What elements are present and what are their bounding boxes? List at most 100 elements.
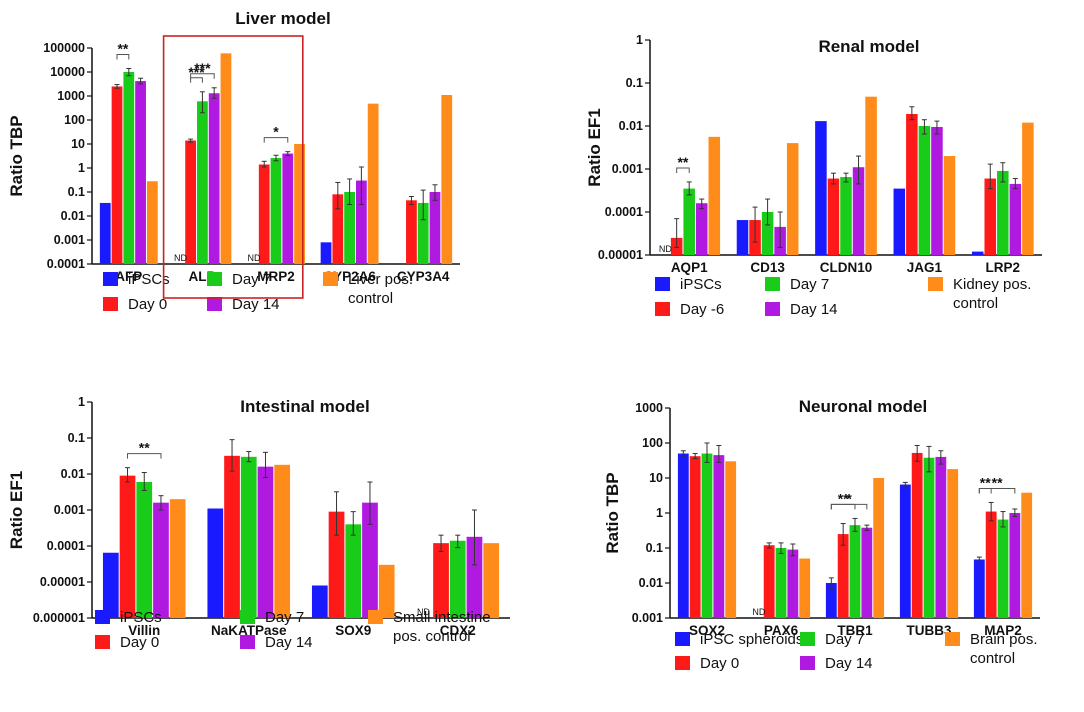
y-tick-label: 0.00001 [598,248,643,262]
bar-pax6-day-14 [787,549,799,618]
significance-bracket [676,167,690,173]
y-tick-label: 0.0001 [47,539,85,553]
bar-sox9-ipscs [311,585,328,618]
bar-sox2-day-0 [689,456,701,618]
y-tick-label: 0.001 [612,162,643,176]
y-axis-label: Ratio EF1 [7,471,26,549]
bar-sox2-day-7 [701,453,713,618]
bar-nakatpase-day-0 [224,455,240,618]
bar-mrp2-day-0 [258,164,270,264]
legend-label: Day 7 [265,609,304,626]
legend-label: Day 14 [265,634,313,651]
legend-label: control [953,295,998,312]
x-tick-label: TBR1 [837,623,873,638]
bar-alb-liver-pos-control [220,53,232,264]
bar-cldn10-ipscs [815,121,827,255]
nd-label: ND [752,607,765,617]
legend-label: control [348,290,393,307]
bar-nakatpase-small-intestine-pos-control [274,464,291,618]
y-tick-label: 100 [64,113,85,127]
bar-mrp2-liver-pos-control [294,144,305,264]
bar-cyp2a6-ipscs [320,242,332,264]
y-tick-label: 100 [642,436,663,450]
legend-label: iPSCs [680,276,722,293]
x-tick-label: AQP1 [671,260,708,275]
legend-label: iPSC spheroids [700,631,803,648]
x-tick-label: SOX2 [689,623,725,638]
y-tick-label: 0.001 [54,233,85,247]
bar-cyp3a4-day-7 [417,202,429,264]
legend-label: Day 14 [790,301,838,318]
bar-map2-brain-pos-control [1021,492,1033,618]
bar-cyp2a6-day-0 [332,194,344,264]
legend-label: Day 7 [825,631,864,648]
bar-cyp3a4-liver-pos-control [441,95,453,264]
x-tick-label: JAG1 [907,260,943,275]
significance-bracket [190,77,203,83]
bar-cdx2-day-7 [449,540,466,618]
y-tick-label: 0.01 [619,119,643,133]
nd-label: ND [659,244,672,254]
y-tick-label: 0.01 [61,209,85,223]
bar-cdx2-small-intestine-pos-control [483,543,500,618]
y-tick-label: 100000 [43,41,85,55]
bar-tbr1-day-14 [861,527,873,618]
x-tick-label: PAX6 [764,623,799,638]
legend-swatch [103,297,118,311]
legend-swatch [323,272,338,286]
bar-afp-day-7 [123,72,135,264]
legend-swatch [765,277,780,291]
bar-aqp1-day-14 [695,203,708,255]
bar-cdx2-day-14 [466,536,483,618]
y-tick-label: 10 [71,137,85,151]
bar-cyp2a6-day-14 [355,180,367,264]
bar-sox2-brain-pos-control [725,461,737,618]
bar-tubb3-brain-pos-control [947,469,959,618]
y-tick-label: 1000 [635,401,663,415]
y-axis-label: Ratio TBP [603,472,622,553]
legend-swatch [207,272,222,286]
bar-villin-day-7 [136,481,153,618]
y-tick-label: 0.1 [68,185,85,199]
legend-label: iPSCs [120,609,162,626]
legend-swatch [945,632,960,646]
bar-aqp1-kidney-pos-control [708,136,721,255]
bar-map2-day-7 [997,519,1009,618]
bar-map2-day-14 [1009,513,1021,618]
x-tick-label: CDX2 [440,623,476,638]
bar-alb-day-0 [185,140,197,264]
chart-title: Intestinal model [240,397,369,416]
legend-label: Small intestine [393,609,491,626]
bar-alb-day-7 [197,101,208,264]
bar-cyp2a6-liver-pos-control [367,103,379,264]
legend-swatch [655,302,670,316]
legend-swatch [207,297,222,311]
bar-cyp2a6-day-7 [344,192,355,264]
legend-swatch [800,632,815,646]
legend-label: Day 7 [790,276,829,293]
bar-aqp1-day-7 [683,188,695,255]
legend: iPSCs Day -6 Day 7 Day 14 Kidney pos. control [655,276,1031,318]
legend-swatch [800,656,815,670]
y-tick-label: 0.1 [626,76,643,90]
neuronal-model-panel: Neuronal model Ratio TBP 0.001 0.01 0.1 1 10 10… [603,397,1040,672]
nd-label: ND [174,253,187,263]
bar-sox9-day-7 [345,524,362,618]
bar-jag1-day-7 [918,126,931,255]
chart-title: Liver model [235,9,330,28]
legend-swatch [95,635,110,649]
legend-label: Day 14 [825,655,873,672]
x-tick-label: MAP2 [984,623,1022,638]
legend: iPSCs Day 0 Day 7 Day 14 Small intestine pos.… [95,609,491,651]
bar-cldn10-day-7 [840,177,852,255]
bar-tubb3-day-7 [923,457,935,618]
bar-lrp2-ipscs [971,251,984,255]
bar-sox9-day-14 [362,502,378,618]
intestinal-model-panel: Intestinal model Ratio EF1 0.000001 0.00001… [7,395,510,651]
significance-bracket [116,53,130,60]
bar-cldn10-day-6 [827,178,840,255]
y-tick-label: 0.001 [54,503,85,517]
bar-lrp2-day-14 [1009,183,1022,255]
bar-afp-ipscs [99,202,111,264]
legend-label: Brain pos. [970,631,1038,648]
